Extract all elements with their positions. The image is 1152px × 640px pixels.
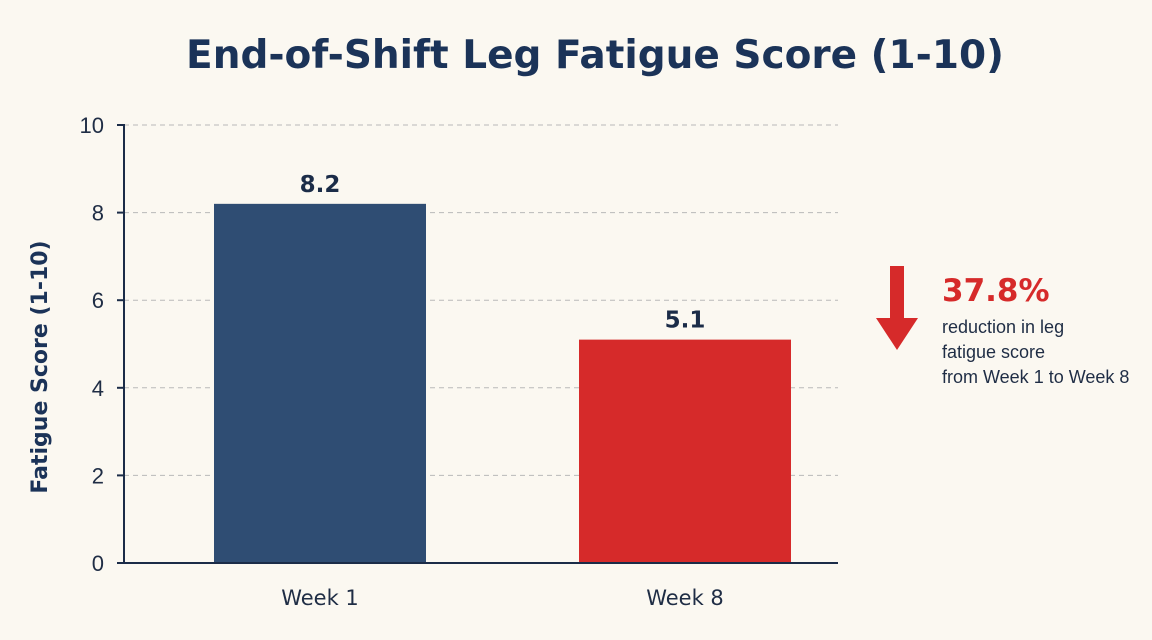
annotation: 37.8% reduction in leg fatigue score fro…: [876, 266, 1129, 387]
data-label: 8.2: [300, 172, 341, 198]
data-label: 5.1: [665, 308, 706, 334]
y-tick-label: 6: [92, 288, 104, 313]
annotation-line-3: from Week 1 to Week 8: [942, 367, 1129, 387]
x-tick-label: Week 8: [646, 586, 724, 610]
chart-title: End-of-Shift Leg Fatigue Score (1-10): [186, 33, 1004, 78]
down-arrow-icon: [876, 266, 918, 350]
data-labels: 8.2 5.1: [300, 172, 706, 334]
y-axis-label: Fatigue Score (1-10): [28, 240, 53, 493]
annotation-line-1: reduction in leg: [942, 317, 1064, 337]
bars: [214, 203, 791, 563]
y-tick-label: 8: [92, 201, 104, 226]
x-axis-ticks: Week 1 Week 8: [281, 586, 724, 610]
y-axis-ticks: 0 2 4 6 8 10: [80, 113, 124, 576]
annotation-value: 37.8%: [942, 273, 1050, 309]
y-tick-label: 10: [80, 113, 104, 138]
y-tick-label: 4: [92, 376, 104, 401]
bar: [214, 203, 426, 563]
bar: [579, 339, 791, 563]
x-tick-label: Week 1: [281, 586, 359, 610]
annotation-line-2: fatigue score: [942, 342, 1045, 362]
y-tick-label: 2: [92, 463, 104, 488]
y-tick-label: 0: [92, 551, 104, 576]
